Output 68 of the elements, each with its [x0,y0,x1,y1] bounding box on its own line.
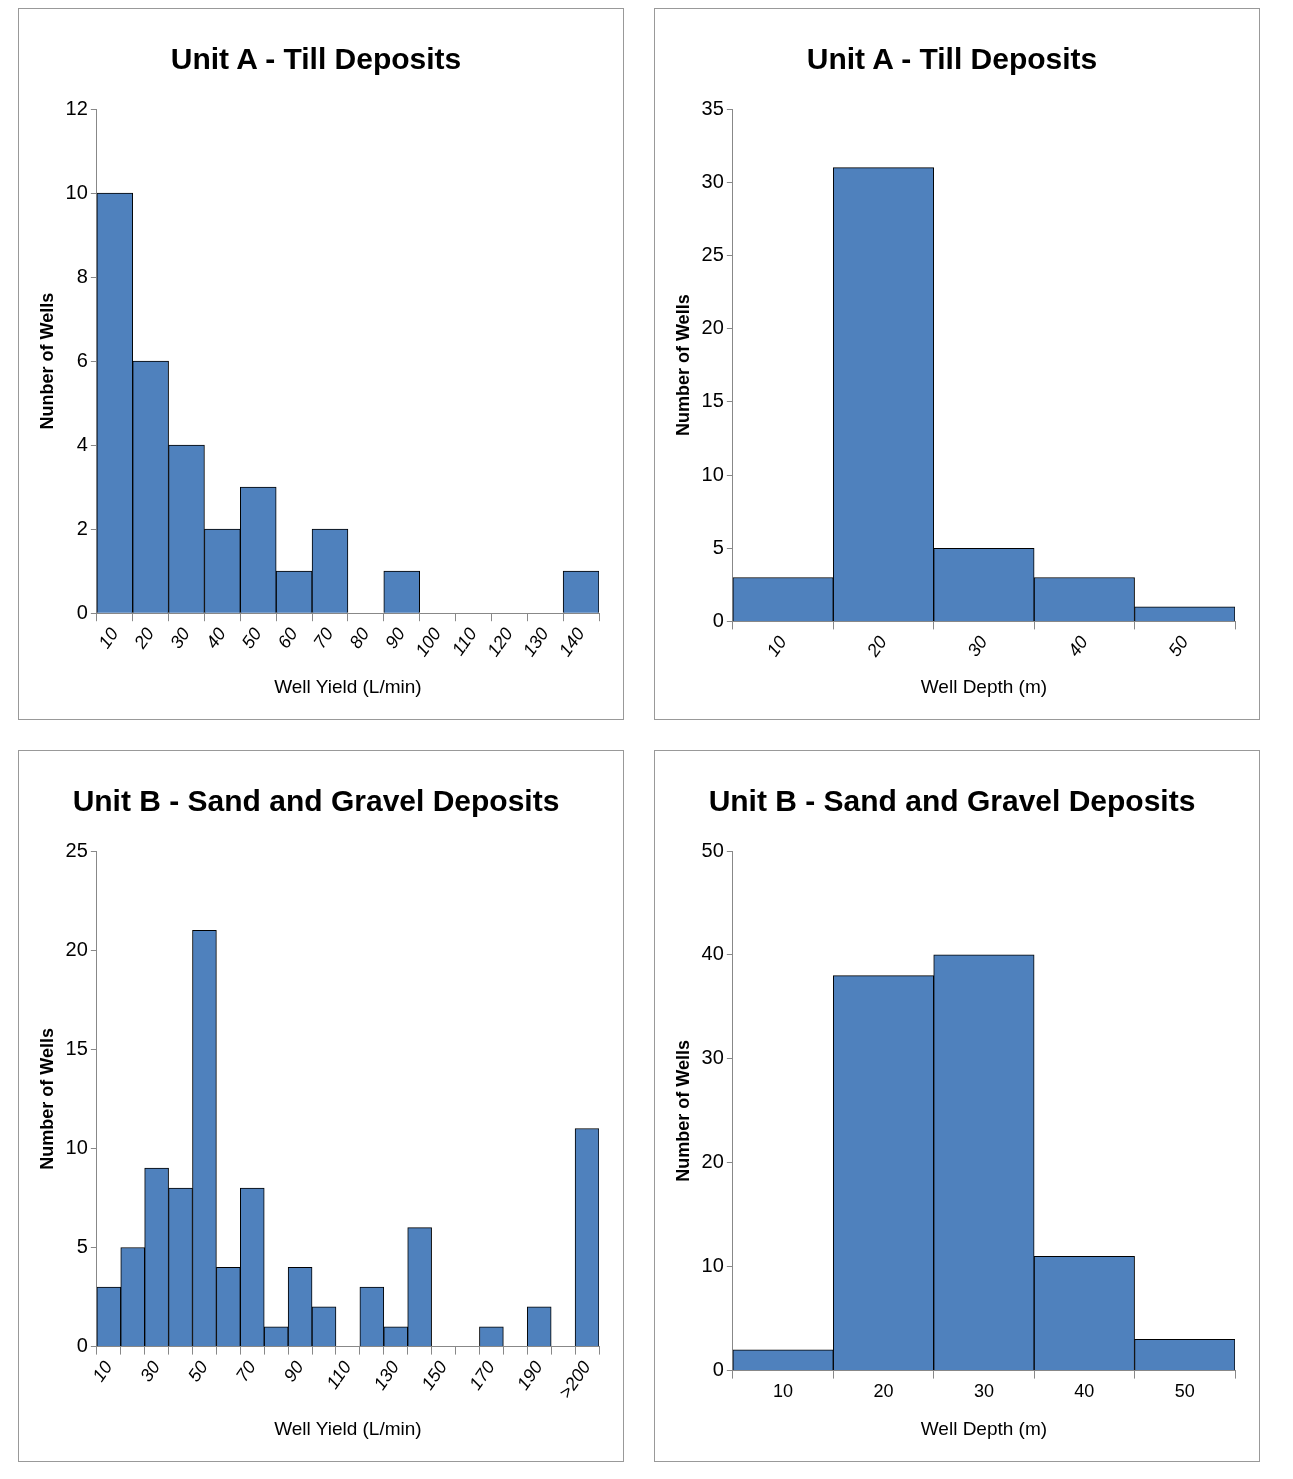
chart-title: Unit B - Sand and Gravel Deposits [708,784,1196,818]
y-tick-label: 12 [65,96,88,119]
x-tick-label: 70 [309,624,338,652]
y-axis-title: Number of Wells [672,1039,693,1182]
x-tick-label: 80 [345,624,374,652]
x-axis-title: Well Depth (m) [920,1417,1048,1439]
x-tick-label: 120 [483,624,517,661]
x-tick-label: 10 [762,632,791,661]
y-tick-label: 8 [76,264,88,287]
x-axis-title: Well Yield (L/min) [274,1417,422,1439]
x-tick-label: 30 [963,632,992,661]
x-tick-label: 140 [554,624,589,661]
y-tick-label: 10 [65,1135,88,1158]
y-tick-label: 25 [701,242,724,265]
x-tick-label: 50 [1164,632,1193,661]
y-tick-label: 10 [65,180,88,203]
y-tick-label: 40 [701,942,724,965]
x-tick-label: 50 [183,1357,212,1386]
x-tick-label: 130 [518,624,553,661]
y-axis-title: Number of Wells [672,294,693,437]
x-tick-label: 10 [94,624,123,652]
x-tick-label: 100 [411,624,445,661]
y-tick-label: 20 [701,1150,724,1173]
x-tick-label: 60 [273,624,302,652]
x-tick-label: 20 [862,632,891,661]
x-tick-label: 110 [448,624,481,660]
x-tick-label: 70 [231,1357,260,1386]
x-tick-label: 10 [773,1381,794,1402]
y-tick-label: 4 [76,432,88,455]
y-tick-label: 30 [701,169,724,192]
x-tick-label: 50 [237,624,266,652]
y-tick-label: 25 [65,838,88,861]
x-tick-label: 30 [136,1357,164,1386]
y-tick-label: 5 [712,535,724,558]
y-tick-label: 10 [701,462,724,485]
y-tick-label: 2 [76,516,88,539]
y-tick-label: 15 [701,389,724,412]
x-tick-label: 40 [1074,1381,1095,1402]
x-axis-title: Well Yield (L/min) [274,675,422,697]
chart-title: Unit A - Till Deposits [170,42,462,76]
y-tick-label: 0 [76,600,88,623]
y-tick-label: 20 [701,316,724,339]
x-tick-label: 40 [1063,632,1092,661]
x-tick-label: 30 [973,1381,994,1402]
x-tick-label: 30 [166,624,194,652]
y-tick-label: 35 [701,96,724,119]
y-tick-label: 0 [712,1358,724,1381]
x-tick-label: 50 [1174,1381,1195,1402]
y-tick-label: 6 [76,348,88,371]
y-tick-label: 50 [701,838,724,861]
x-tick-label: 110 [322,1357,356,1393]
x-axis-title: Well Depth (m) [920,675,1048,697]
y-tick-label: 0 [712,608,724,631]
x-tick-label: 40 [201,624,230,652]
y-axis-title: Nunber of Wells [36,292,57,430]
y-tick-label: 15 [65,1036,88,1059]
chart-title: Unit B - Sand and Gravel Deposits [72,784,560,818]
y-tick-label: 20 [65,937,88,960]
x-tick-label: 90 [381,624,410,652]
y-axis-title: Number of Wells [36,1027,57,1170]
y-tick-label: 30 [701,1046,724,1069]
y-tick-label: 10 [701,1254,724,1277]
y-tick-label: 0 [76,1334,88,1357]
chart-title: Unit A - Till Deposits [806,42,1098,76]
x-tick-label: 20 [129,624,159,653]
y-tick-label: 5 [76,1234,88,1257]
x-tick-label: 20 [873,1381,894,1402]
x-tick-label: 90 [279,1357,308,1386]
